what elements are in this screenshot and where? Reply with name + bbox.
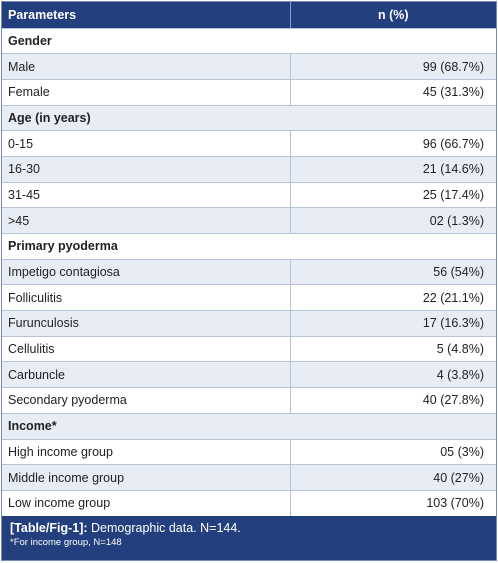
table-row: High income group 05 (3%) bbox=[2, 439, 496, 466]
table-row: Male 99 (68.7%) bbox=[2, 53, 496, 80]
table-row: 31-45 25 (17.4%) bbox=[2, 182, 496, 209]
table-row: Middle income group 40 (27%) bbox=[2, 464, 496, 491]
header-parameters: Parameters bbox=[2, 2, 291, 29]
section-header-row: Primary pyoderma bbox=[2, 233, 496, 260]
row-label: 0-15 bbox=[2, 130, 291, 157]
table-row: Impetigo contagiosa 56 (54%) bbox=[2, 259, 496, 286]
row-label: Middle income group bbox=[2, 464, 291, 491]
row-label: Low income group bbox=[2, 490, 291, 517]
row-label: Female bbox=[2, 79, 291, 106]
table-row: Cellulitis 5 (4.8%) bbox=[2, 336, 496, 363]
row-label: Secondary pyoderma bbox=[2, 387, 291, 414]
row-label: Carbuncle bbox=[2, 361, 291, 389]
row-label: 31-45 bbox=[2, 182, 291, 209]
caption-text: Demographic data. N=144. bbox=[91, 521, 241, 535]
row-value: 05 (3%) bbox=[290, 439, 496, 466]
table-row: >45 02 (1.3%) bbox=[2, 207, 496, 234]
caption-label: [Table/Fig-1]: bbox=[10, 521, 88, 535]
row-value: 99 (68.7%) bbox=[290, 53, 496, 80]
row-value: 40 (27%) bbox=[290, 464, 496, 491]
row-label: Impetigo contagiosa bbox=[2, 259, 291, 286]
row-label: Cellulitis bbox=[2, 336, 291, 363]
row-value: 21 (14.6%) bbox=[290, 156, 496, 183]
row-value: 96 (66.7%) bbox=[290, 130, 496, 157]
table-row: Low income group 103 (70%) bbox=[2, 490, 496, 517]
row-label: 16-30 bbox=[2, 156, 291, 183]
table-body: Gender Male 99 (68.7%) Female 45 (31.3%) Age … bbox=[2, 28, 496, 517]
section-title: Gender bbox=[2, 28, 496, 55]
row-label: High income group bbox=[2, 439, 291, 466]
row-label: Male bbox=[2, 53, 291, 80]
table-row: 0-15 96 (66.7%) bbox=[2, 130, 496, 157]
table-caption: [Table/Fig-1]: Demographic data. N=144. … bbox=[2, 516, 496, 560]
section-header-row: Gender bbox=[2, 28, 496, 55]
row-value: 17 (16.3%) bbox=[290, 310, 496, 337]
row-value: 22 (21.1%) bbox=[290, 284, 496, 312]
header-n-percent: n (%) bbox=[290, 2, 496, 29]
row-value: 40 (27.8%) bbox=[290, 387, 496, 414]
table-row: Furunculosis 17 (16.3%) bbox=[2, 310, 496, 337]
table-row: 16-30 21 (14.6%) bbox=[2, 156, 496, 183]
row-value: 5 (4.8%) bbox=[290, 336, 496, 363]
caption-footnote: *For income group, N=148 bbox=[10, 537, 122, 548]
table-row: Folliculitis 22 (21.1%) bbox=[2, 284, 496, 312]
section-header-row: Age (in years) bbox=[2, 105, 496, 132]
row-value: 45 (31.3%) bbox=[290, 79, 496, 106]
row-value: 103 (70%) bbox=[290, 490, 496, 517]
row-label: Folliculitis bbox=[2, 284, 291, 312]
row-value: 25 (17.4%) bbox=[290, 182, 496, 209]
table-row: Secondary pyoderma 40 (27.8%) bbox=[2, 387, 496, 414]
row-value: 4 (3.8%) bbox=[290, 361, 496, 389]
row-value: 56 (54%) bbox=[290, 259, 496, 286]
header-row: Parameters n (%) bbox=[2, 2, 496, 29]
row-value: 02 (1.3%) bbox=[290, 207, 496, 234]
section-title: Income* bbox=[2, 413, 496, 440]
section-title: Age (in years) bbox=[2, 105, 496, 132]
section-header-row: Income* bbox=[2, 413, 496, 440]
row-label: >45 bbox=[2, 207, 291, 234]
table-row: Female 45 (31.3%) bbox=[2, 79, 496, 106]
caption-line: [Table/Fig-1]: Demographic data. N=144. bbox=[10, 520, 488, 536]
section-title: Primary pyoderma bbox=[2, 233, 496, 260]
row-label: Furunculosis bbox=[2, 310, 291, 337]
table-row: Carbuncle 4 (3.8%) bbox=[2, 361, 496, 389]
demographic-table: Parameters n (%) Gender Male 99 (68.7%) Fem… bbox=[2, 2, 496, 517]
